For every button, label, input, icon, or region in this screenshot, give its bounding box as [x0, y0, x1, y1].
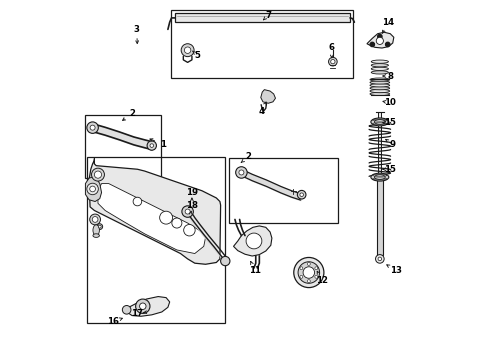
Circle shape — [246, 233, 262, 249]
Circle shape — [307, 280, 310, 283]
Circle shape — [375, 255, 384, 263]
Ellipse shape — [370, 81, 390, 84]
Text: 13: 13 — [390, 266, 402, 275]
Text: 5: 5 — [195, 51, 200, 60]
Bar — [87, 157, 225, 323]
Circle shape — [150, 144, 153, 147]
Circle shape — [87, 183, 98, 195]
Text: 19: 19 — [186, 188, 198, 197]
Circle shape — [378, 257, 382, 261]
Text: 6: 6 — [329, 43, 335, 52]
Circle shape — [182, 206, 194, 217]
Circle shape — [378, 35, 382, 39]
Ellipse shape — [371, 71, 389, 74]
Circle shape — [307, 262, 310, 265]
Text: 11: 11 — [249, 266, 261, 275]
Ellipse shape — [93, 225, 99, 235]
Text: 2: 2 — [245, 152, 251, 161]
Ellipse shape — [370, 89, 390, 93]
Text: 15: 15 — [384, 165, 396, 174]
Text: 8: 8 — [387, 72, 393, 81]
Circle shape — [90, 125, 95, 130]
Ellipse shape — [370, 78, 390, 81]
Circle shape — [386, 42, 390, 46]
Polygon shape — [125, 297, 170, 316]
Circle shape — [300, 275, 303, 278]
Text: 16: 16 — [107, 317, 119, 326]
Bar — [377, 176, 383, 255]
Text: 12: 12 — [316, 276, 328, 285]
Circle shape — [185, 209, 190, 214]
Text: 15: 15 — [384, 118, 396, 127]
Text: 18: 18 — [186, 201, 198, 210]
Text: 7: 7 — [265, 10, 271, 19]
Text: 2: 2 — [129, 109, 135, 118]
Circle shape — [140, 303, 146, 310]
Ellipse shape — [371, 67, 389, 71]
Ellipse shape — [93, 234, 99, 237]
Polygon shape — [85, 176, 101, 202]
Polygon shape — [234, 226, 272, 256]
Ellipse shape — [374, 120, 385, 124]
Ellipse shape — [374, 175, 385, 180]
Ellipse shape — [371, 64, 389, 67]
Circle shape — [92, 217, 98, 222]
Polygon shape — [367, 32, 394, 48]
Circle shape — [370, 42, 374, 46]
Circle shape — [315, 267, 318, 270]
Text: 3: 3 — [134, 25, 140, 34]
Ellipse shape — [371, 173, 389, 181]
Ellipse shape — [370, 84, 390, 87]
Circle shape — [92, 168, 104, 181]
Circle shape — [298, 262, 319, 283]
Circle shape — [184, 47, 191, 53]
Ellipse shape — [370, 92, 390, 95]
Circle shape — [95, 171, 101, 178]
Circle shape — [147, 141, 156, 150]
Circle shape — [376, 37, 383, 44]
Text: 10: 10 — [384, 98, 396, 107]
Circle shape — [181, 44, 194, 57]
Circle shape — [136, 299, 150, 314]
Circle shape — [97, 224, 102, 229]
Circle shape — [331, 59, 335, 64]
Circle shape — [236, 167, 247, 178]
Bar — [378, 112, 381, 176]
Bar — [172, 10, 353, 78]
Circle shape — [303, 267, 315, 278]
Circle shape — [133, 197, 142, 206]
Circle shape — [98, 225, 101, 228]
Text: 1: 1 — [160, 140, 166, 149]
Bar — [229, 158, 338, 223]
Ellipse shape — [371, 118, 389, 126]
Ellipse shape — [371, 60, 389, 63]
Circle shape — [294, 257, 324, 288]
Polygon shape — [89, 158, 220, 264]
Text: 9: 9 — [389, 140, 395, 149]
Circle shape — [329, 57, 337, 66]
Circle shape — [122, 306, 131, 314]
Circle shape — [239, 170, 244, 175]
Text: 4: 4 — [258, 107, 265, 116]
Ellipse shape — [370, 87, 390, 90]
Circle shape — [184, 225, 195, 236]
Polygon shape — [261, 90, 275, 103]
Circle shape — [90, 186, 96, 192]
Circle shape — [220, 256, 230, 266]
Circle shape — [160, 211, 172, 224]
Circle shape — [300, 267, 303, 270]
Circle shape — [172, 218, 182, 228]
Text: 14: 14 — [382, 18, 394, 27]
Circle shape — [87, 122, 98, 134]
Bar — [85, 116, 161, 178]
Circle shape — [315, 275, 318, 278]
Polygon shape — [175, 13, 350, 22]
Polygon shape — [98, 184, 205, 253]
Circle shape — [297, 190, 306, 199]
Circle shape — [300, 193, 303, 197]
Circle shape — [90, 214, 100, 225]
Text: 17: 17 — [131, 309, 143, 318]
